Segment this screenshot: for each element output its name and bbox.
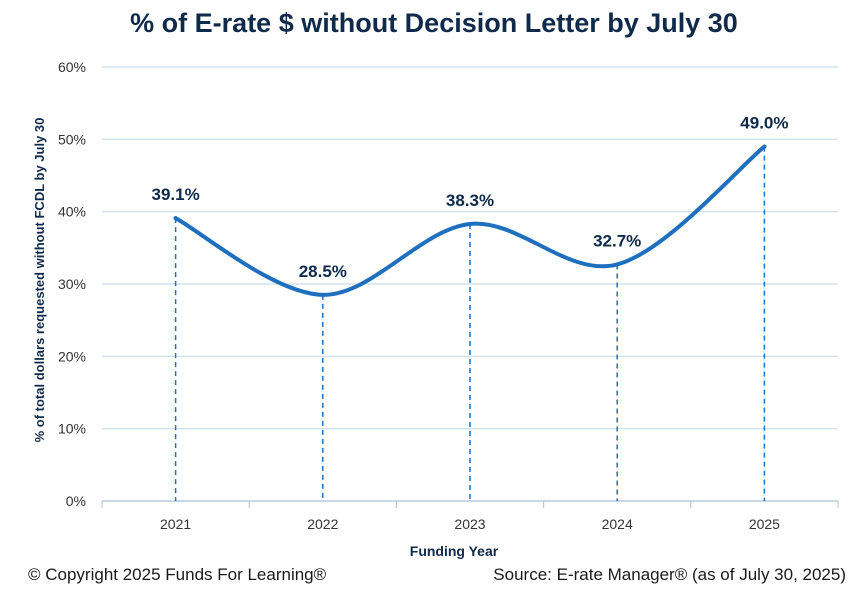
y-tick-label: 30% — [58, 276, 86, 292]
y-tick-label: 50% — [58, 131, 86, 147]
data-point — [762, 144, 767, 149]
data-point — [320, 292, 325, 297]
y-tick-label: 0% — [66, 493, 86, 509]
y-tick-label: 60% — [58, 59, 86, 75]
data-point — [173, 216, 178, 221]
x-tick-label: 2022 — [307, 516, 338, 532]
x-axis-title: Funding Year — [410, 543, 499, 559]
y-tick-label: 10% — [58, 421, 86, 437]
data-label: 28.5% — [299, 262, 347, 281]
x-tick-label: 2024 — [602, 516, 633, 532]
data-label: 32.7% — [593, 231, 641, 250]
y-tick-label: 20% — [58, 348, 86, 364]
source-text: Source: E-rate Manager® (as of July 30, … — [493, 565, 846, 584]
data-label: 39.1% — [151, 185, 199, 204]
x-tick-label: 2025 — [749, 516, 780, 532]
data-label: 49.0% — [740, 114, 788, 133]
x-tick-label: 2023 — [454, 516, 485, 532]
data-label: 38.3% — [446, 191, 494, 210]
data-point — [615, 262, 620, 267]
y-tick-label: 40% — [58, 204, 86, 220]
chart-title: % of E-rate $ without Decision Letter by… — [130, 8, 738, 38]
copyright-text: © Copyright 2025 Funds For Learning® — [28, 565, 327, 584]
data-point — [468, 221, 472, 226]
x-tick-label: 2021 — [160, 516, 191, 532]
y-axis-title: % of total dollars requested without FCD… — [32, 118, 47, 443]
